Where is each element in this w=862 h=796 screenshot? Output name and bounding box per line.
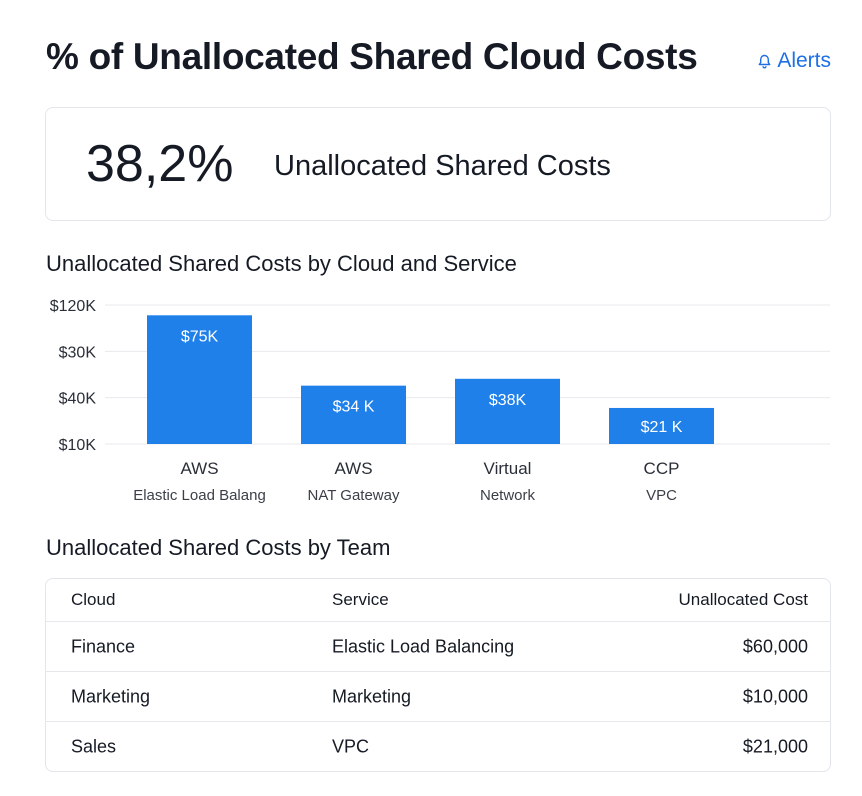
bar: [455, 378, 560, 444]
table-cell: $10,000: [742, 686, 808, 707]
table-cell: Elastic Load Balancing: [332, 636, 515, 657]
table-row: Sales VPC $21,000: [46, 721, 830, 772]
kpi-label: Unallocated Shared Costs: [274, 150, 611, 182]
x-category-sublabel: VPC: [646, 487, 677, 504]
bell-icon: [758, 54, 771, 68]
x-category-sublabel: Network: [480, 487, 536, 504]
x-category-sublabel: NAT Gateway: [308, 487, 400, 504]
bar-value-label: $21 K: [641, 419, 683, 436]
x-category-sublabel: Elastic Load Balang: [133, 487, 266, 504]
page-title: % of Unallocated Shared Cloud Costs: [46, 36, 698, 77]
x-category-label: AWS: [334, 459, 372, 478]
bar-value-label: $38K: [489, 392, 527, 409]
table-cell: $60,000: [742, 636, 808, 657]
bar-value-label: $75K: [181, 328, 219, 345]
bar: [609, 407, 714, 444]
y-axis-label: $30K: [59, 344, 97, 361]
alerts-link[interactable]: Alerts: [758, 49, 831, 73]
table-cell: Finance: [71, 636, 136, 657]
alerts-text[interactable]: Alerts: [777, 49, 831, 72]
kpi-card: 38,2% Unallocated Shared Costs: [45, 107, 831, 221]
table-cell: Sales: [71, 736, 117, 757]
y-axis-label: $40K: [59, 391, 97, 408]
table-title: Unallocated Shared Costs by Team: [46, 535, 391, 560]
table-cell: VPC: [332, 736, 370, 757]
column-header: Service: [332, 590, 389, 609]
table-row: Marketing Marketing $10,000: [46, 671, 830, 722]
column-header: Cloud: [71, 590, 116, 609]
chart-title: Unallocated Shared Costs by Cloud and Se…: [46, 251, 517, 276]
x-category-label: AWS: [180, 459, 218, 478]
table-cell: Marketing: [71, 686, 151, 707]
table-cell: Marketing: [332, 686, 412, 707]
bar: [147, 315, 252, 444]
kpi-value: 38,2%: [86, 135, 234, 193]
table-cell: $21,000: [742, 736, 808, 757]
bar-chart: $120K $30K $40K $10K $75K AWS Elastic Load Bal…: [50, 298, 830, 504]
team-table: Cloud Service Unallocated Cost Finance Elast…: [45, 578, 831, 772]
table-row: Finance Elastic Load Balancing $60,000: [46, 621, 830, 672]
x-category-label: Virtual: [484, 459, 532, 478]
bar-value-label: $34 K: [333, 399, 375, 416]
table-header-row: Cloud Service Unallocated Cost: [46, 579, 830, 621]
y-axis-label: $120K: [50, 298, 97, 315]
y-axis-label: $10K: [59, 437, 97, 454]
bar: [301, 385, 406, 444]
column-header: Unallocated Cost: [678, 590, 808, 609]
x-category-label: CCP: [644, 459, 680, 478]
